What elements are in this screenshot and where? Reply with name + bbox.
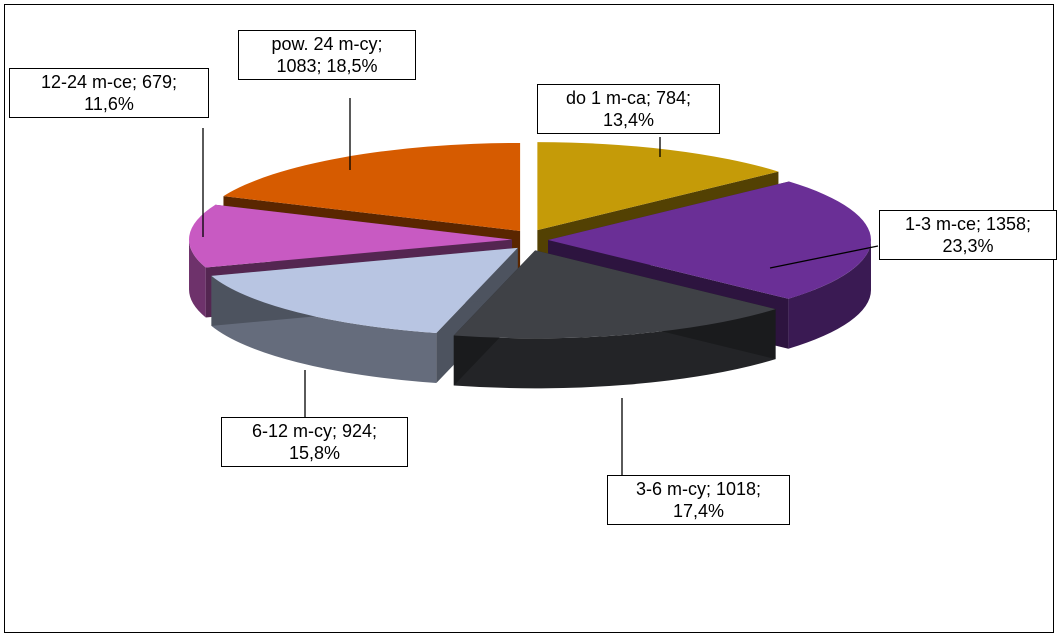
slice-3-6-m-cy (453, 250, 776, 389)
slice-side-wall (211, 275, 437, 384)
label-pow-24-m-cy: pow. 24 m-cy; 1083; 18,5% (238, 30, 416, 80)
label-line-2: 15,8% (288, 443, 341, 463)
slice-top (537, 142, 779, 231)
label-line-1: 6-12 m-cy; 924; (251, 421, 378, 441)
label-line-2: 17,4% (672, 501, 725, 521)
slice-top (453, 250, 776, 339)
label-do-1-m-ca: do 1 m-ca; 784; 13,4% (537, 84, 720, 134)
label-line-2: 11,6% (84, 94, 134, 114)
label-line-2: 13,4% (602, 110, 655, 130)
slice-top (189, 204, 513, 268)
label-line-1: pow. 24 m-cy; (271, 34, 383, 54)
label-line-2: 23,3% (942, 236, 994, 256)
label-1-3-m-ce: 1-3 m-ce; 1358; 23,3% (879, 210, 1057, 260)
label-12-24-m-ce: 12-24 m-ce; 679; 11,6% (9, 68, 209, 118)
label-line-1: 1-3 m-ce; 1358; (904, 214, 1032, 234)
pie-slices (189, 142, 871, 389)
slice-top (548, 181, 871, 299)
slice-top (223, 142, 521, 231)
slice-side-wall (788, 240, 871, 349)
label-line-1: do 1 m-ca; 784; (565, 88, 692, 108)
label-line-2: 1083; 18,5% (276, 56, 378, 76)
leader-lines (202, 98, 879, 478)
leader-line-1 (769, 245, 879, 269)
label-3-6-m-cy: 3-6 m-cy; 1018; 17,4% (607, 475, 790, 525)
slice-top (211, 247, 518, 334)
label-6-12-m-cy: 6-12 m-cy; 924; 15,8% (221, 417, 408, 467)
label-line-1: 3-6 m-cy; 1018; (635, 479, 762, 499)
slice-side-wall (189, 239, 206, 318)
label-line-1: 12-24 m-ce; 679; (40, 72, 178, 92)
